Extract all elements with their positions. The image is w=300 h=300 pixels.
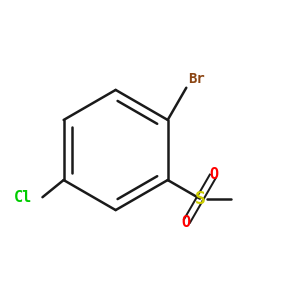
Text: Br: Br [188,72,205,86]
Text: Cl: Cl [14,190,32,205]
Text: O: O [181,215,190,230]
Text: O: O [210,167,219,182]
Text: S: S [194,190,205,208]
